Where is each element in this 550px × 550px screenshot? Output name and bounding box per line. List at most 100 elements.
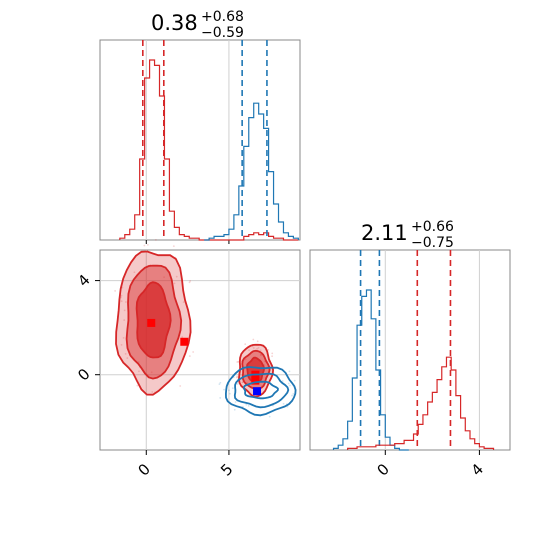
scatter-point xyxy=(181,336,184,338)
scatter-point xyxy=(286,405,289,408)
scatter-point xyxy=(188,355,191,357)
scatter-point xyxy=(173,282,176,285)
scatter-point xyxy=(124,301,127,303)
scatter-point xyxy=(257,346,260,349)
scatter-point xyxy=(120,300,123,303)
scatter-point xyxy=(219,381,222,384)
scatter-point xyxy=(223,388,225,391)
scatter-point xyxy=(124,353,127,355)
scatter-point xyxy=(259,349,262,352)
scatter-point xyxy=(248,349,250,352)
panel-bottom-left-series xyxy=(114,238,297,418)
scatter-point xyxy=(228,392,231,395)
contour-level-1-0-2 xyxy=(242,380,279,400)
scatter-point xyxy=(231,387,234,390)
scatter-point xyxy=(244,343,247,346)
scatter-point xyxy=(151,391,154,393)
scatter-point xyxy=(123,309,126,312)
histogram-series-1 xyxy=(204,102,299,241)
scatter-point xyxy=(189,280,192,282)
scatter-point xyxy=(163,276,165,279)
scatter-point xyxy=(175,275,178,278)
scatter-point xyxy=(291,394,293,397)
bl-y-tick-label-0: 0 xyxy=(74,365,93,384)
panel-bottom-left: 0 5 0 4 xyxy=(74,238,301,480)
scatter-point xyxy=(281,380,284,382)
panel-top-left-title: 0.38 xyxy=(151,11,198,35)
panel-top-left-title-main: 0.38 xyxy=(151,11,198,35)
scatter-point xyxy=(282,402,285,405)
scatter-point xyxy=(123,319,126,321)
scatter-point xyxy=(234,401,237,403)
panel-bottom-right-title-main: 2.11 xyxy=(361,221,408,245)
scatter-point xyxy=(179,385,182,387)
contour-level-1-0-0 xyxy=(224,366,297,417)
bl-x-tick-label-1: 5 xyxy=(217,460,236,479)
histogram-series-1 xyxy=(347,356,495,450)
scatter-point xyxy=(292,392,295,395)
br-x-tick-label-0: 0 xyxy=(373,460,392,479)
panel-bottom-right-title-minus: −0.75 xyxy=(411,235,454,251)
scatter-point xyxy=(126,357,129,359)
scatter-point xyxy=(137,361,140,363)
bl-x-tick-label-0: 0 xyxy=(134,460,153,479)
marker-0-3 xyxy=(251,376,260,385)
scatter-point xyxy=(241,381,244,383)
panel-bottom-right-series xyxy=(332,250,495,451)
scatter-point xyxy=(146,243,149,246)
panel-bottom-right-frame xyxy=(309,249,511,451)
scatter-point xyxy=(136,384,139,387)
scatter-point xyxy=(122,336,125,339)
scatter-point xyxy=(241,381,244,384)
scatter-point xyxy=(150,371,153,374)
histogram-series-0 xyxy=(119,59,299,241)
scatter-point xyxy=(236,361,239,363)
scatter-point xyxy=(143,244,146,247)
scatter-point xyxy=(188,281,191,284)
scatter-point xyxy=(245,403,248,406)
scatter-point xyxy=(247,404,250,407)
scatter-point xyxy=(219,397,222,399)
panel-top-left: 0.38 +0.68 −0.59 xyxy=(99,9,301,244)
scatter-point xyxy=(287,382,290,385)
scatter-point xyxy=(267,349,270,351)
scatter-point xyxy=(182,301,185,304)
scatter-point xyxy=(260,354,262,357)
panel-top-left-frame xyxy=(99,39,301,241)
scatter-point xyxy=(154,238,157,241)
scatter-point xyxy=(244,358,247,361)
br-x-tick-label-1: 4 xyxy=(468,460,487,479)
scatter-point xyxy=(235,376,238,379)
scatter-point xyxy=(252,347,255,349)
scatter-point xyxy=(138,370,140,373)
scatter-point xyxy=(233,408,236,411)
scatter-point xyxy=(236,383,239,385)
scatter-point xyxy=(259,353,262,356)
scatter-point xyxy=(271,355,274,358)
scatter-point xyxy=(120,343,123,346)
scatter-point xyxy=(256,340,259,343)
scatter-point xyxy=(252,338,255,341)
scatter-point xyxy=(236,375,239,378)
scatter-point xyxy=(192,351,195,353)
scatter-point xyxy=(218,383,221,386)
scatter-point xyxy=(120,294,123,297)
contour-level-1-0-1 xyxy=(233,372,290,409)
scatter-point xyxy=(293,379,296,382)
panel-top-left-title-plus: +0.68 xyxy=(201,9,244,25)
scatter-point xyxy=(271,352,274,355)
panel-top-left-series xyxy=(119,40,299,241)
marker-0-0 xyxy=(147,318,156,327)
scatter-point xyxy=(114,290,116,292)
bl-y-tick-label-1: 4 xyxy=(74,271,93,290)
panel-top-left-grid xyxy=(145,40,230,244)
scatter-point xyxy=(288,370,291,373)
scatter-point xyxy=(133,271,136,274)
scatter-point xyxy=(228,389,230,392)
marker-1-0 xyxy=(253,387,262,396)
scatter-point xyxy=(268,415,271,418)
panel-top-left-title-minus: −0.59 xyxy=(201,25,244,41)
scatter-point xyxy=(256,347,258,350)
